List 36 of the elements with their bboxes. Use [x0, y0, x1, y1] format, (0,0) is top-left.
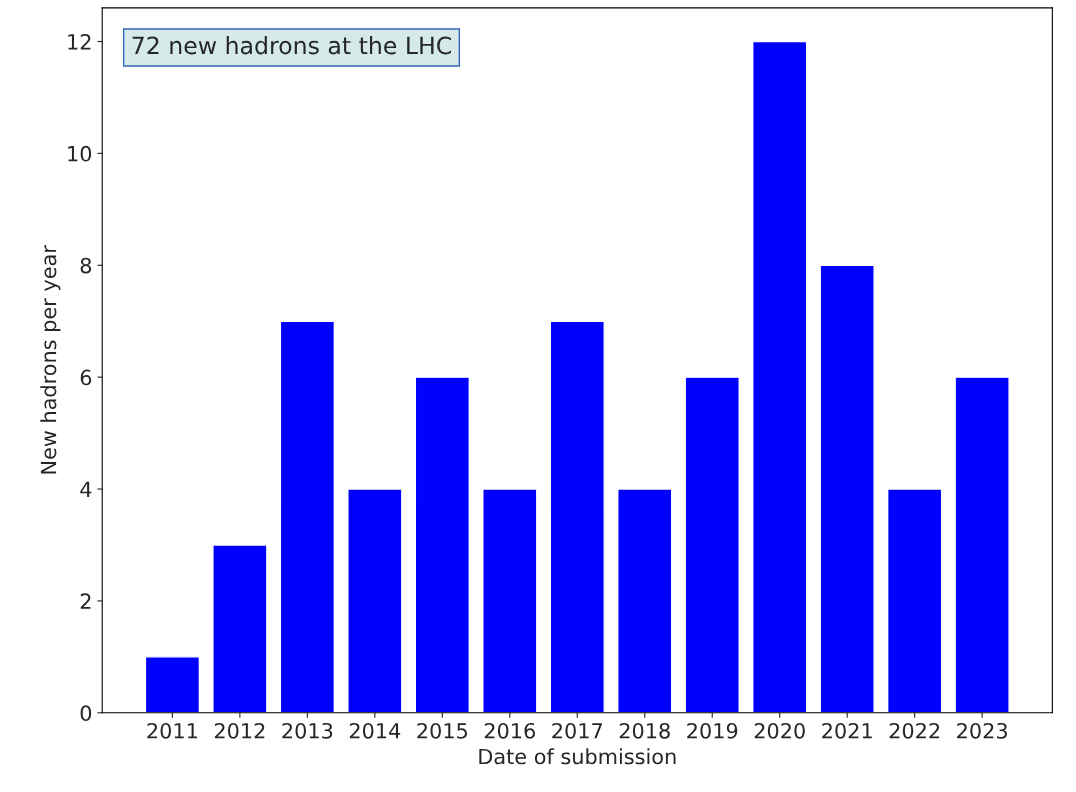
x-tick-label: 2022	[889, 722, 940, 739]
y-tick-label: 8	[80, 257, 92, 274]
y-tick-label: 2	[80, 593, 91, 609]
x-tick-label: 2019	[687, 722, 738, 739]
x-tick-label: 2017	[552, 722, 602, 739]
bar	[212, 544, 268, 713]
bar	[549, 320, 605, 713]
bar	[684, 376, 740, 713]
y-tick-label: 10	[68, 145, 92, 162]
bar	[482, 488, 538, 713]
bar	[279, 320, 336, 713]
bar	[414, 376, 471, 713]
bar	[819, 264, 875, 713]
bar	[144, 656, 201, 713]
x-tick-label: 2018	[619, 722, 670, 739]
y-tick-label: 6	[80, 369, 92, 386]
x-tick-label: 2011	[147, 722, 197, 739]
bar	[954, 376, 1010, 713]
bar	[752, 40, 808, 713]
x-tick-label: 2020	[754, 722, 805, 739]
x-tick-label: 2015	[417, 722, 468, 739]
y-tick-label: 12	[68, 33, 91, 50]
x-tick-label: 2014	[349, 722, 401, 739]
y-tick-label: 0	[80, 705, 92, 722]
y-axis-title: New hadrons per year	[40, 245, 61, 474]
bar	[886, 488, 943, 713]
annotation: 72 new hadrons at the LHC	[132, 36, 451, 55]
x-tick-label: 2016	[484, 722, 535, 739]
x-tick-label: 2023	[957, 722, 1007, 739]
y-tick-label: 4	[80, 481, 92, 497]
x-axis-title: Date of submission	[479, 748, 676, 765]
bar	[617, 488, 673, 713]
x-tick-label: 2021	[822, 722, 872, 739]
x-tick-label: 2013	[282, 722, 333, 739]
x-tick-label: 2012	[214, 722, 265, 739]
bar	[347, 488, 403, 713]
